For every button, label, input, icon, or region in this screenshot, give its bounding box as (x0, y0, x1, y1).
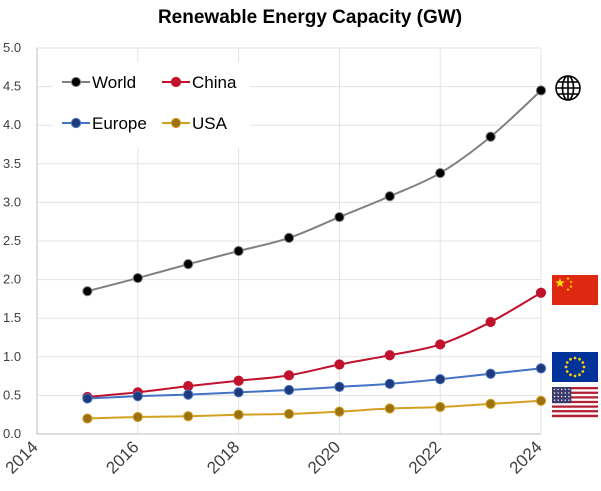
series-icons (552, 75, 598, 418)
data-point-china (535, 287, 547, 298)
x-tick-label: 2014 (2, 437, 42, 477)
legend-marker-china (170, 76, 182, 88)
y-tick-label: 1.5 (3, 310, 21, 325)
data-point-world (82, 286, 93, 297)
legend-marker-usa (170, 117, 182, 129)
data-point-usa (435, 401, 446, 413)
data-point-world (283, 232, 295, 244)
data-point-world (435, 167, 446, 179)
data-point-europe (435, 374, 446, 385)
china-flag-icon (552, 275, 598, 305)
legend-box (52, 62, 250, 148)
data-point-europe (183, 389, 194, 400)
y-tick-label: 2.0 (3, 272, 21, 287)
legend-label-usa: USA (192, 114, 228, 133)
data-point-china (233, 375, 244, 386)
y-tick-label: 5.0 (3, 40, 21, 55)
y-tick-label: 0.5 (3, 387, 21, 402)
globe-icon (555, 75, 581, 101)
series-line-china (87, 291, 542, 398)
data-point-world (535, 85, 547, 96)
legend-label-europe: Europe (92, 114, 147, 133)
legend-marker-europe (70, 117, 82, 129)
data-point-usa (384, 403, 395, 414)
x-tick-label: 2020 (304, 437, 344, 477)
data-point-europe (485, 368, 496, 379)
data-point-europe (384, 378, 395, 389)
data-point-usa (82, 413, 93, 424)
legend-marker-world (70, 76, 82, 88)
data-point-usa (535, 395, 547, 406)
usa-flag-icon (552, 387, 598, 418)
series-line-usa (87, 399, 542, 420)
x-tick-label: 2024 (506, 437, 546, 477)
data-point-world (334, 211, 345, 223)
x-tick-label: 2018 (203, 437, 243, 477)
data-point-europe (334, 381, 345, 393)
y-tick-label: 2.5 (3, 233, 21, 248)
series-line-world (87, 89, 542, 293)
y-tick-label: 3.0 (3, 194, 21, 209)
legend: World China Europe USA (52, 62, 250, 148)
data-point-usa (485, 398, 496, 409)
data-point-world (485, 131, 496, 142)
series-line-europe (87, 367, 542, 400)
data-point-world (183, 259, 194, 270)
legend-label-world: World (92, 73, 136, 92)
eu-flag-icon (552, 352, 598, 382)
x-tick-label: 2022 (405, 437, 445, 477)
data-point-usa (132, 411, 143, 423)
legend-label-china: China (192, 73, 237, 92)
y-tick-label: 3.5 (3, 156, 21, 171)
data-point-usa (183, 411, 194, 422)
data-point-europe (132, 391, 143, 402)
y-tick-label: 4.5 (3, 79, 21, 94)
data-point-europe (535, 363, 547, 374)
data-point-europe (233, 387, 244, 398)
data-point-europe (82, 393, 93, 404)
data-point-usa (334, 406, 345, 417)
data-point-world (384, 191, 395, 202)
data-point-china (435, 339, 446, 350)
data-point-china (334, 359, 345, 370)
data-point-world (233, 245, 244, 257)
x-tick-label: 2016 (102, 437, 142, 477)
y-tick-label: 4.0 (3, 117, 21, 132)
y-tick-label: 1.0 (3, 349, 21, 364)
data-point-world (132, 272, 143, 284)
data-point-europe (283, 384, 295, 396)
chart-title: Renewable Energy Capacity (GW) (158, 7, 462, 28)
data-point-china (183, 381, 194, 392)
series-group (82, 85, 547, 424)
data-point-china (384, 350, 395, 361)
data-point-china (283, 370, 295, 381)
y-tick-label: 0.0 (3, 426, 21, 441)
data-point-usa (233, 409, 244, 420)
data-point-china (485, 316, 496, 328)
data-point-usa (283, 408, 295, 420)
